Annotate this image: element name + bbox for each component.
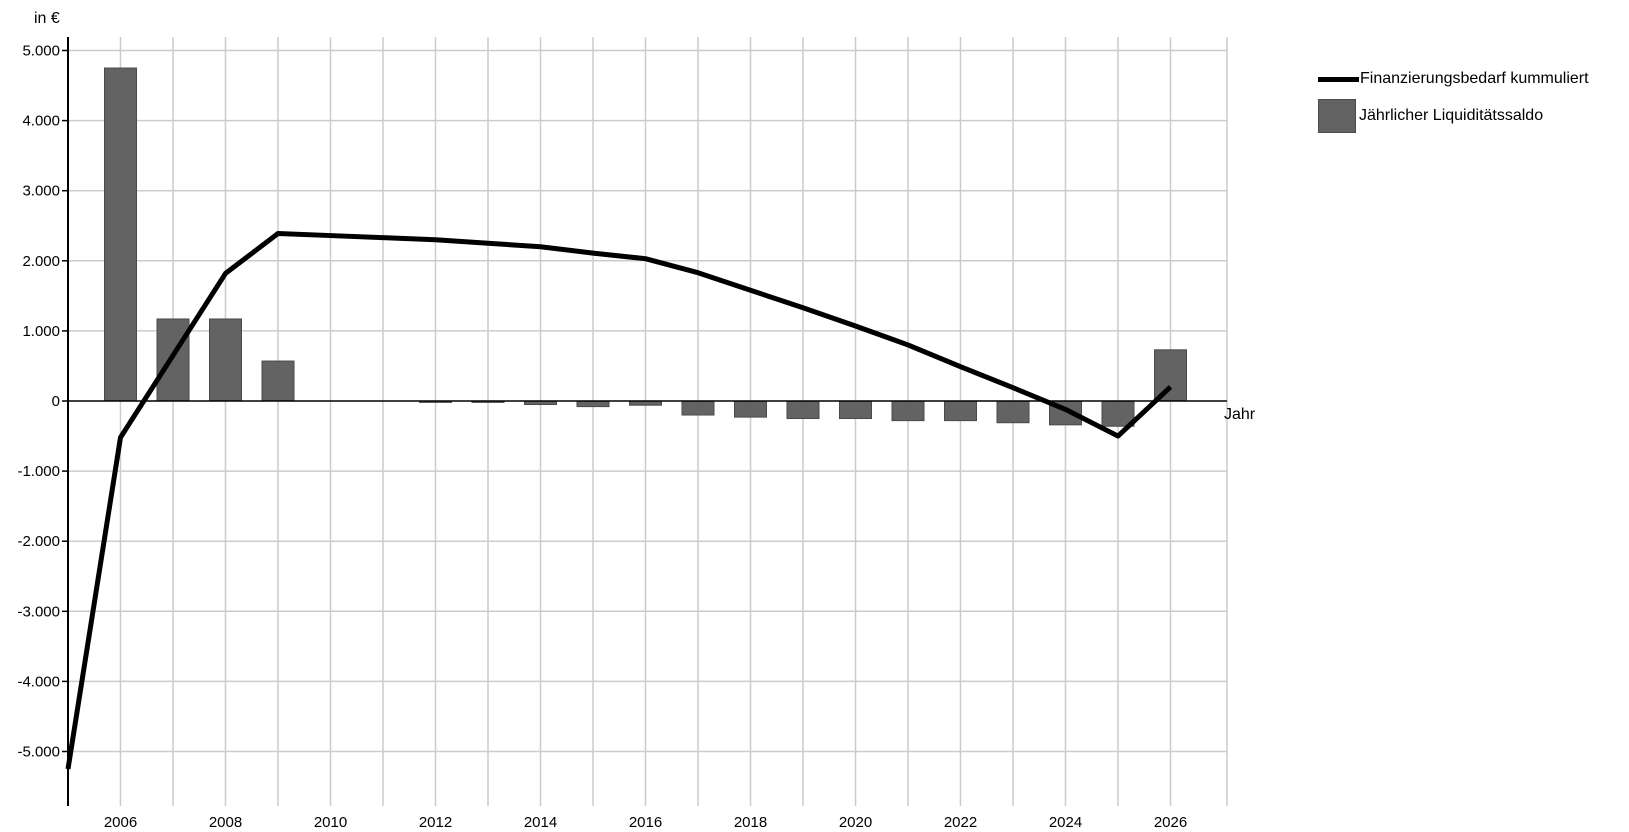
bar [681,400,715,416]
bar [576,400,610,408]
legend-line-swatch [1318,76,1359,82]
bar [891,400,925,422]
axis-labels: in € Jahr 5.000 4.000 3.000 2.000 1.000 0 -1.0… [17,10,1255,831]
y-tick-label: 0 [52,393,60,410]
y-tick-label: -3.000 [17,603,60,620]
x-tick-label: 2024 [1049,814,1082,831]
line-path [65,230,1173,770]
legend-bar-swatch [1318,99,1356,133]
y-axis-title: in € [34,10,60,27]
y-tick-label: 2.000 [22,253,60,270]
bar [1154,349,1187,402]
axes [62,37,1227,806]
legend-item-line: Finanzierungsbedarf kummuliert [1318,66,1618,92]
line-series [65,230,1173,770]
x-tick-label: 2018 [734,814,767,831]
x-tick-label: 2020 [839,814,872,831]
y-tick-label: 3.000 [22,183,60,200]
gridlines [68,37,1228,806]
x-tick-label: 2006 [104,814,137,831]
y-tick-label: -1.000 [17,463,60,480]
y-tick-label: 5.000 [22,43,60,60]
x-tick-label: 2010 [314,814,347,831]
y-tick-label: 1.000 [22,323,60,340]
x-tick-label: 2012 [419,814,452,831]
x-tick-label: 2022 [944,814,977,831]
bar [1101,400,1135,427]
x-tick-label: 2008 [209,814,242,831]
bar [261,360,295,402]
bar [839,400,872,420]
bar [734,400,767,418]
bar [209,318,242,402]
legend-label-line: Finanzierungsbedarf kummuliert [1360,70,1589,87]
legend-label-bar: Jährlicher Liquiditätssaldo [1359,107,1544,124]
bar [786,400,820,420]
y-tick-label: -5.000 [17,744,60,761]
x-tick-label: 2026 [1154,814,1187,831]
legend-item-bar: Jährlicher Liquiditätssaldo [1318,96,1618,136]
x-tick-label: 2014 [524,814,557,831]
x-tick-label: 2016 [629,814,662,831]
bar [996,400,1030,424]
legend: Finanzierungsbedarf kummuliert Jährliche… [1318,66,1618,136]
bar [104,67,137,402]
y-tick-label: -4.000 [17,673,60,690]
y-tick-label: 4.000 [22,113,60,130]
bar [944,400,977,422]
y-tick-label: -2.000 [17,533,60,550]
x-axis-title: Jahr [1224,406,1256,423]
